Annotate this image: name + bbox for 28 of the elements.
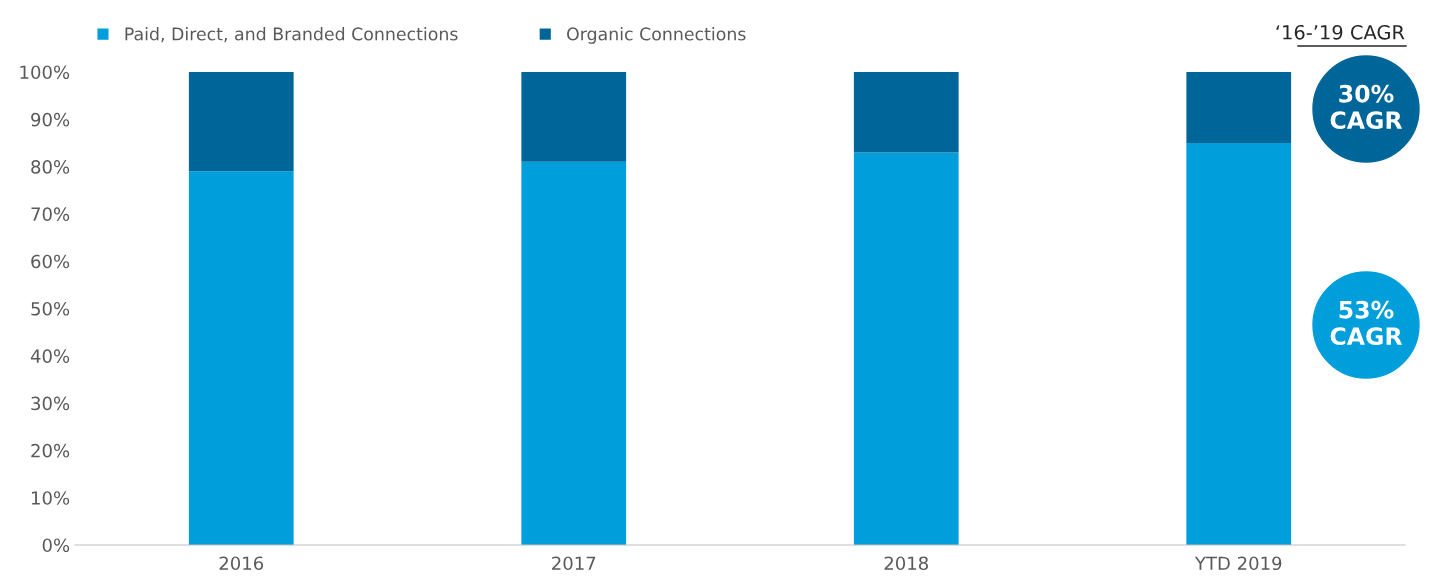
bar <box>853 72 959 153</box>
y-tick-label: 20% <box>31 443 70 458</box>
y-tick-label: 80% <box>31 160 70 174</box>
annotation: 53% CAGR <box>1330 300 1403 346</box>
bar <box>1186 142 1292 545</box>
y-tick-label: 50% <box>31 301 70 316</box>
y-tick-label: 90% <box>31 112 70 127</box>
y-tick-label: 40% <box>30 349 70 363</box>
legend-label: Organic Connections <box>567 27 746 44</box>
x-tick-label: 2016 <box>219 556 264 571</box>
y-tick-label: 30% <box>31 396 70 411</box>
x-tick-label: 2017 <box>552 556 596 571</box>
y-tick-label: 10% <box>31 491 70 505</box>
bar <box>521 161 627 545</box>
bar <box>521 72 627 162</box>
y-tick-label: 60% <box>31 254 70 269</box>
bar <box>188 72 294 172</box>
annotation: 30% CAGR <box>1330 84 1403 130</box>
x-tick-label: 2018 <box>884 556 928 571</box>
y-tick-label: 70% <box>31 207 70 222</box>
bar <box>188 171 294 545</box>
bar <box>1186 72 1292 143</box>
y-tick-label: 0% <box>42 538 70 553</box>
bar <box>853 152 959 545</box>
y-tick-label: 100% <box>20 65 70 80</box>
text: ‘16-’19 CAGR <box>1276 24 1405 40</box>
legend-label: Paid, Direct, and Branded Connections <box>125 27 458 43</box>
x-tick-label: YTD 2019 <box>1194 556 1282 571</box>
